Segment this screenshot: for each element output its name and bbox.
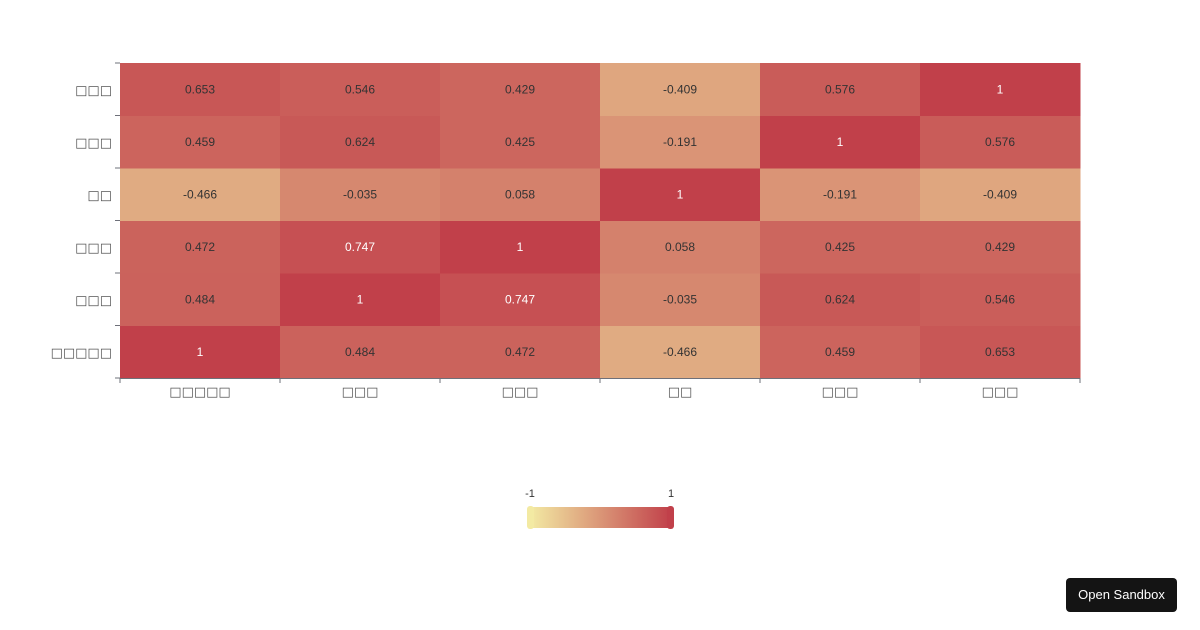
cell-value-label: 0.546 bbox=[345, 82, 375, 96]
cell-value-label: 0.425 bbox=[825, 240, 855, 254]
cell-value-label: -0.409 bbox=[663, 82, 697, 96]
cell-value-label: 0.747 bbox=[345, 240, 375, 254]
heatmap-cell[interactable] bbox=[440, 273, 601, 326]
heatmap-cell[interactable] bbox=[280, 220, 441, 274]
cell-value-label: 1 bbox=[357, 292, 364, 306]
heatmap-cell[interactable] bbox=[120, 220, 281, 274]
y-axis-tick-label: □□□ bbox=[75, 136, 112, 151]
y-axis-tick-label: □□ bbox=[87, 188, 112, 203]
heatmap-cell[interactable] bbox=[600, 115, 761, 169]
cell-value-label: -0.035 bbox=[663, 292, 697, 306]
legend-max-label: 1 bbox=[668, 488, 674, 500]
heatmap-cell[interactable] bbox=[920, 220, 1081, 274]
x-axis-tick-label: □□□ bbox=[342, 385, 379, 400]
cell-value-label: 0.576 bbox=[825, 82, 855, 96]
x-axis-tick-label: □□ bbox=[668, 385, 693, 400]
cell-value-label: 1 bbox=[837, 135, 844, 149]
y-axis-tick-label: □□□ bbox=[75, 241, 112, 256]
x-axis-tick-label: □□□ bbox=[982, 385, 1019, 400]
cell-value-label: 0.459 bbox=[185, 135, 215, 149]
heatmap-cell[interactable] bbox=[440, 168, 601, 221]
heatmap-cell[interactable] bbox=[920, 325, 1081, 379]
open-sandbox-button[interactable]: Open Sandbox bbox=[1066, 578, 1177, 612]
legend-min-handle[interactable] bbox=[527, 506, 534, 529]
heatmap-cell[interactable] bbox=[600, 325, 761, 379]
legend-min-label: -1 bbox=[525, 488, 535, 500]
cell-value-label: 0.546 bbox=[985, 292, 1015, 306]
x-axis-tick-label: □□□ bbox=[822, 385, 859, 400]
cell-value-label: 0.472 bbox=[505, 345, 535, 359]
heatmap-cell[interactable] bbox=[440, 115, 601, 169]
y-axis-tick-label: □□□□□ bbox=[51, 346, 112, 361]
cell-value-label: 0.747 bbox=[505, 292, 535, 306]
cell-value-label: 0.484 bbox=[185, 292, 215, 306]
legend-max-handle[interactable] bbox=[667, 506, 674, 529]
heatmap-axes: □□□□□ □□□ □□□ □□ □□□ □□□□□□□□□□□□□□□□□□□□□□ bbox=[51, 62, 1081, 400]
heatmap-cell[interactable] bbox=[600, 168, 761, 221]
heatmap-cell[interactable] bbox=[760, 325, 921, 379]
heatmap-cell[interactable] bbox=[920, 115, 1081, 169]
heatmap-cell[interactable] bbox=[760, 273, 921, 326]
cell-value-label: 0.429 bbox=[505, 82, 535, 96]
cell-value-label: -0.191 bbox=[663, 135, 697, 149]
cell-value-label: -0.035 bbox=[343, 187, 377, 201]
heatmap-cell[interactable] bbox=[920, 273, 1081, 326]
heatmap-cell[interactable] bbox=[120, 325, 281, 379]
heatmap-cell[interactable] bbox=[440, 220, 601, 274]
heatmap-cell[interactable] bbox=[120, 273, 281, 326]
cell-value-label: 0.653 bbox=[985, 345, 1015, 359]
cell-value-label: 1 bbox=[197, 345, 204, 359]
heatmap-cell[interactable] bbox=[280, 273, 441, 326]
heatmap-cell[interactable] bbox=[760, 220, 921, 274]
y-axis-tick-label: □□□ bbox=[75, 83, 112, 98]
heatmap-cell[interactable] bbox=[120, 115, 281, 169]
heatmap-cell[interactable] bbox=[280, 168, 441, 221]
cell-value-label: -0.466 bbox=[663, 345, 697, 359]
heatmap-cell[interactable] bbox=[920, 63, 1081, 116]
heatmap-cell[interactable] bbox=[760, 115, 921, 169]
x-axis-tick-label: □□□□□ bbox=[169, 385, 230, 400]
heatmap-cell[interactable] bbox=[440, 63, 601, 116]
legend-color-bar bbox=[530, 507, 671, 528]
cell-value-label: 1 bbox=[677, 187, 684, 201]
heatmap-cell[interactable] bbox=[280, 325, 441, 379]
cell-value-label: -0.466 bbox=[183, 187, 217, 201]
heatmap-cell[interactable] bbox=[280, 63, 441, 116]
heatmap-cell[interactable] bbox=[600, 220, 761, 274]
heatmap-cell[interactable] bbox=[600, 63, 761, 116]
cell-value-label: 0.058 bbox=[505, 187, 535, 201]
cell-value-label: 0.425 bbox=[505, 135, 535, 149]
color-legend[interactable]: -1 1 bbox=[525, 488, 674, 529]
x-axis-tick-label: □□□ bbox=[502, 385, 539, 400]
heatmap-cell[interactable] bbox=[760, 168, 921, 221]
cell-value-label: 0.624 bbox=[345, 135, 375, 149]
heatmap-cell[interactable] bbox=[120, 168, 281, 221]
heatmap-cell[interactable] bbox=[600, 273, 761, 326]
cell-value-label: 0.459 bbox=[825, 345, 855, 359]
heatmap-cell[interactable] bbox=[120, 63, 281, 116]
heatmap-cell[interactable] bbox=[280, 115, 441, 169]
heatmap-cell[interactable] bbox=[760, 63, 921, 116]
cell-value-label: 0.429 bbox=[985, 240, 1015, 254]
cell-value-label: 0.472 bbox=[185, 240, 215, 254]
cell-value-label: 1 bbox=[997, 82, 1004, 96]
heatmap-cells: 1 0.484 0.472 -0.466 0.459 0.653 0.484 1 0.747 -0… bbox=[120, 63, 1081, 379]
heatmap-cell[interactable] bbox=[920, 168, 1081, 221]
cell-value-label: 0.484 bbox=[345, 345, 375, 359]
heatmap-cell[interactable] bbox=[440, 325, 601, 379]
cell-value-label: -0.191 bbox=[823, 187, 857, 201]
cell-value-label: 0.576 bbox=[985, 135, 1015, 149]
cell-value-label: 0.058 bbox=[665, 240, 695, 254]
cell-value-label: 0.653 bbox=[185, 82, 215, 96]
cell-value-label: 1 bbox=[517, 240, 524, 254]
y-axis-tick-label: □□□ bbox=[75, 293, 112, 308]
cell-value-label: -0.409 bbox=[983, 187, 1017, 201]
cell-value-label: 0.624 bbox=[825, 292, 855, 306]
